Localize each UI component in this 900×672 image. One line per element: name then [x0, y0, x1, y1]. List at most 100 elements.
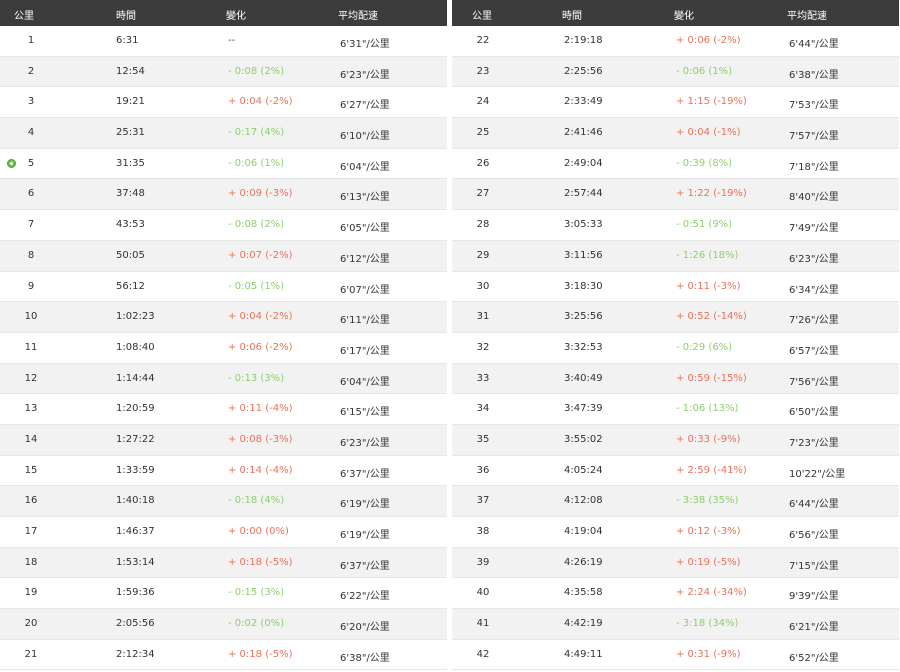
header-km: 公里 — [14, 11, 34, 22]
milestone-marker-icon — [7, 158, 16, 168]
table-row: 4 25:31 - 0:17 (4%) 6'10"/公里 — [0, 118, 447, 149]
cell-change: - 0:06 (1%) — [676, 65, 733, 77]
cell-time: 25:31 — [116, 127, 145, 139]
cell-time: 3:05:33 — [564, 219, 603, 231]
cell-time: 2:49:04 — [564, 157, 603, 169]
cell-pace: 6'19"/公里 — [340, 499, 390, 511]
cell-pace: 7'26"/公里 — [789, 315, 839, 327]
cell-pace: 6'15"/公里 — [340, 407, 390, 419]
cell-pace: 7'15"/公里 — [789, 560, 839, 572]
cell-pace: 7'23"/公里 — [789, 437, 839, 449]
cell-time: 3:47:39 — [564, 403, 603, 415]
cell-pace: 6'13"/公里 — [340, 192, 390, 204]
table-row: 5 31:35 - 0:06 (1%) 6'04"/公里 — [0, 149, 447, 180]
table-row: 38 4:19:04 + 0:12 (-3%) 6'56"/公里 — [452, 517, 899, 548]
cell-time: 19:21 — [116, 96, 145, 108]
table-row: 37 4:12:08 - 3:38 (35%) 6'44"/公里 — [452, 486, 899, 517]
cell-change: + 0:18 (-5%) — [228, 556, 293, 568]
cell-change: -- — [228, 35, 236, 46]
cell-time: 31:35 — [116, 157, 145, 169]
splits-table-right: 公里 時間 變化 平均配速 22 2:19:18 + 0:06 (-2%) 6'44"… — [452, 0, 899, 671]
cell-km: 18 — [24, 556, 38, 568]
cell-km: 8 — [27, 249, 35, 261]
cell-km: 30 — [476, 280, 490, 292]
cell-pace: 10'22"/公里 — [789, 468, 846, 480]
table-row: 21 2:12:34 + 0:18 (-5%) 6'38"/公里 — [0, 640, 447, 671]
cell-pace: 6'44"/公里 — [789, 499, 839, 511]
cell-time: 2:05:56 — [116, 618, 155, 630]
cell-change: + 0:06 (-2%) — [676, 35, 741, 46]
cell-km: 42 — [476, 648, 490, 660]
cell-time: 4:05:24 — [564, 464, 603, 476]
cell-pace: 6'12"/公里 — [340, 253, 390, 265]
cell-time: 3:25:56 — [564, 311, 603, 323]
cell-change: - 1:06 (13%) — [676, 403, 739, 415]
table-row: 39 4:26:19 + 0:19 (-5%) 7'15"/公里 — [452, 547, 899, 579]
header-pace: 平均配速 — [338, 11, 378, 22]
table-row: 40 4:35:58 + 2:24 (-34%) 9'39"/公里 — [452, 578, 899, 610]
cell-km: 6 — [27, 188, 35, 200]
cell-km: 22 — [476, 35, 490, 46]
cell-pace: 7'57"/公里 — [789, 131, 839, 143]
cell-pace: 8'40"/公里 — [789, 192, 839, 204]
cell-km: 25 — [476, 127, 490, 139]
cell-change: - 0:06 (1%) — [228, 157, 285, 169]
table-row: 13 1:20:59 + 0:11 (-4%) 6'15"/公里 — [0, 394, 447, 425]
table-row: 36 4:05:24 + 2:59 (-41%) 10'22"/公里 — [452, 456, 899, 487]
cell-km: 2 — [27, 65, 35, 77]
cell-km: 23 — [476, 65, 490, 77]
cell-km: 15 — [24, 464, 38, 476]
cell-time: 2:25:56 — [564, 65, 603, 77]
cell-km: 19 — [24, 587, 38, 599]
cell-change: - 0:15 (3%) — [228, 587, 285, 599]
cell-change: + 0:12 (-3%) — [676, 526, 741, 537]
cell-time: 4:42:19 — [564, 618, 603, 630]
table-row: 24 2:33:49 + 1:15 (-19%) 7'53"/公里 — [452, 87, 899, 119]
table-row: 11 1:08:40 + 0:06 (-2%) 6'17"/公里 — [0, 333, 447, 364]
cell-km: 32 — [476, 341, 490, 353]
cell-change: + 0:08 (-3%) — [228, 433, 293, 445]
cell-time: 56:12 — [116, 280, 145, 292]
cell-change: - 0:17 (4%) — [228, 127, 285, 139]
table-row: 34 3:47:39 - 1:06 (13%) 6'50"/公里 — [452, 394, 899, 425]
table-body: 22 2:19:18 + 0:06 (-2%) 6'44"/公里 23 2:25:56 - … — [452, 26, 899, 671]
cell-time: 3:32:53 — [564, 341, 603, 353]
table-row: 2 12:54 - 0:08 (2%) 6'23"/公里 — [0, 56, 447, 88]
table-header: 公里 時間 變化 平均配速 — [452, 0, 899, 26]
table-row: 35 3:55:02 + 0:33 (-9%) 7'23"/公里 — [452, 424, 899, 456]
cell-km: 9 — [27, 280, 35, 292]
cell-km: 39 — [476, 556, 490, 568]
table-row: 28 3:05:33 - 0:51 (9%) 7'49"/公里 — [452, 210, 899, 241]
cell-km: 5 — [27, 157, 35, 169]
cell-change: + 0:18 (-5%) — [228, 648, 293, 660]
cell-pace: 6'38"/公里 — [340, 652, 390, 664]
cell-km: 17 — [24, 526, 38, 537]
cell-time: 1:53:14 — [116, 556, 155, 568]
cell-time: 4:19:04 — [564, 526, 603, 537]
cell-change: - 0:18 (4%) — [228, 495, 285, 507]
cell-change: - 0:13 (3%) — [228, 372, 285, 384]
cell-change: + 0:00 (0%) — [228, 526, 289, 537]
cell-km: 14 — [24, 433, 38, 445]
cell-time: 1:20:59 — [116, 403, 155, 415]
panel-divider — [447, 0, 452, 672]
cell-pace: 6'27"/公里 — [340, 100, 390, 112]
cell-pace: 6'52"/公里 — [789, 652, 839, 664]
cell-change: + 0:04 (-2%) — [228, 96, 293, 108]
cell-pace: 6'05"/公里 — [340, 223, 390, 235]
table-row: 15 1:33:59 + 0:14 (-4%) 6'37"/公里 — [0, 456, 447, 487]
cell-time: 2:19:18 — [564, 35, 603, 46]
cell-change: - 0:39 (8%) — [676, 157, 733, 169]
table-row: 7 43:53 - 0:08 (2%) 6'05"/公里 — [0, 210, 447, 241]
cell-time: 2:57:44 — [564, 188, 603, 200]
cell-time: 6:31 — [116, 35, 139, 46]
cell-time: 3:55:02 — [564, 433, 603, 445]
cell-change: + 1:15 (-19%) — [676, 96, 747, 108]
cell-change: + 0:19 (-5%) — [676, 556, 741, 568]
cell-pace: 6'19"/公里 — [340, 530, 390, 541]
cell-km: 33 — [476, 372, 490, 384]
table-row: 14 1:27:22 + 0:08 (-3%) 6'23"/公里 — [0, 424, 447, 456]
cell-km: 26 — [476, 157, 490, 169]
table-row: 1 6:31 -- 6'31"/公里 — [0, 26, 447, 57]
cell-pace: 6'56"/公里 — [789, 530, 839, 541]
